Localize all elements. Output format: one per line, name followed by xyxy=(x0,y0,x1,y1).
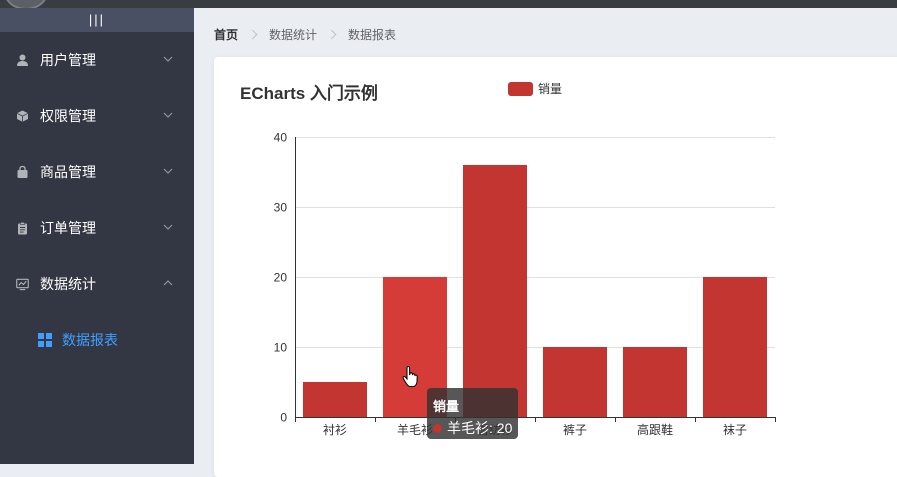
shopping-bag-icon xyxy=(16,165,29,179)
legend-swatch xyxy=(508,81,533,96)
x-tick-label: 袜子 xyxy=(723,423,747,437)
sidebar-item-label: 权限管理 xyxy=(40,108,96,124)
tooltip-series-name: 销量 xyxy=(433,399,460,414)
bar[interactable] xyxy=(303,382,367,417)
bar-chart: 010203040衬衫羊毛衫雪纺衫裤子高跟鞋袜子 xyxy=(274,131,776,437)
bar[interactable] xyxy=(703,277,767,417)
cube-icon xyxy=(16,110,29,123)
tooltip-marker xyxy=(433,423,442,433)
sidebar-item-users[interactable]: 用户管理 xyxy=(0,32,194,88)
sidebar-item-label: 数据统计 xyxy=(40,276,96,292)
clipboard-icon xyxy=(16,222,29,235)
chart-title: ECharts 入门示例 xyxy=(240,84,378,103)
breadcrumb: 首页 数据统计 数据报表 xyxy=(214,26,396,43)
breadcrumb-statistics: 数据统计 xyxy=(269,28,318,42)
chevron-down-icon xyxy=(163,224,173,230)
bar[interactable] xyxy=(623,347,687,417)
sidebar: ||| 用户管理 权限管理 商品管理 订单管理 数据统计 xyxy=(0,8,194,464)
bar[interactable] xyxy=(543,347,607,417)
grid-icon xyxy=(38,333,52,347)
y-tick-label: 10 xyxy=(274,341,288,355)
chevron-down-icon xyxy=(163,56,173,62)
sidebar-item-label: 用户管理 xyxy=(40,52,96,68)
y-tick-label: 40 xyxy=(274,131,288,145)
x-tick-label: 裤子 xyxy=(563,423,587,437)
legend-label: 销量 xyxy=(538,82,563,96)
chart-tooltip: 销量 羊毛衫: 20 xyxy=(427,388,518,439)
breadcrumb-home[interactable]: 首页 xyxy=(214,28,239,42)
chevron-down-icon xyxy=(163,168,173,174)
x-tick-label: 高跟鞋 xyxy=(637,422,673,437)
sidebar-subitem-label: 数据报表 xyxy=(62,332,118,348)
y-tick-label: 20 xyxy=(274,271,288,285)
tooltip-value: 羊毛衫: 20 xyxy=(447,420,513,436)
chart-legend-item[interactable]: 销量 xyxy=(508,80,562,97)
sidebar-toggle-button[interactable]: ||| xyxy=(0,8,194,32)
top-header-bar xyxy=(0,0,897,8)
sidebar-item-permissions[interactable]: 权限管理 xyxy=(0,88,194,144)
hand-cursor-icon xyxy=(402,366,418,387)
x-tick-label: 羊毛衫 xyxy=(397,422,433,437)
y-tick-label: 0 xyxy=(280,411,287,425)
chart-icon xyxy=(16,278,29,291)
sidebar-item-label: 商品管理 xyxy=(40,164,96,180)
bar[interactable] xyxy=(463,165,527,417)
sidebar-item-statistics[interactable]: 数据统计 xyxy=(0,256,194,312)
y-tick-label: 30 xyxy=(274,201,288,215)
sidebar-item-label: 订单管理 xyxy=(40,220,96,236)
x-tick-label: 衬衫 xyxy=(323,423,347,437)
sidebar-item-products[interactable]: 商品管理 xyxy=(0,144,194,200)
chevron-down-icon xyxy=(163,112,173,118)
user-icon xyxy=(16,54,29,67)
chevron-up-icon xyxy=(163,280,173,286)
breadcrumb-reports: 数据报表 xyxy=(348,28,397,42)
sidebar-item-orders[interactable]: 订单管理 xyxy=(0,200,194,256)
sidebar-subitem-reports[interactable]: 数据报表 xyxy=(0,312,194,368)
